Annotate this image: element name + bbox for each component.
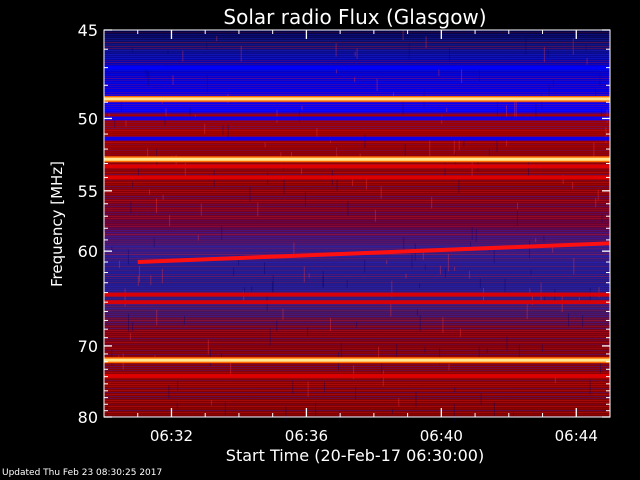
red-band — [104, 373, 610, 378]
plot-frame — [103, 29, 611, 418]
x-axis: 06:32 06:36 06:40 06:44 — [137, 30, 598, 445]
blue-band — [104, 116, 610, 121]
y-tick-label: 55 — [78, 182, 98, 201]
blue-band — [104, 136, 610, 141]
y-tick-label: 80 — [78, 408, 98, 427]
chart-title: Solar radio Flux (Glasgow) — [223, 5, 486, 29]
y-axis-label: Frequency [MHz] — [48, 161, 66, 287]
updated-timestamp: Updated Thu Feb 23 08:30:25 2017 — [2, 468, 163, 478]
x-tick-label: 06:32 — [150, 427, 193, 445]
y-axis: 45 50 55 60 70 80 — [78, 21, 610, 427]
y-tick-label: 50 — [78, 109, 98, 128]
red-band — [104, 164, 610, 169]
bright-band — [104, 95, 610, 102]
drift-feature — [137, 241, 611, 265]
spectrogram-texture — [104, 30, 610, 425]
red-band — [104, 292, 610, 297]
x-axis-label: Start Time (20-Feb-17 06:30:00) — [226, 446, 484, 465]
x-tick-label: 06:40 — [420, 427, 463, 445]
bright-band — [104, 357, 610, 364]
y-tick-label: 60 — [78, 242, 98, 261]
y-tick-label: 45 — [78, 21, 98, 40]
red-band — [104, 300, 610, 305]
y-tick-label: 70 — [78, 337, 98, 356]
red-band — [104, 175, 610, 180]
bright-band — [104, 156, 610, 163]
plot-area — [103, 29, 611, 425]
x-tick-label: 06:36 — [285, 427, 328, 445]
x-tick-label: 06:44 — [555, 427, 598, 445]
blue-band — [104, 65, 610, 70]
